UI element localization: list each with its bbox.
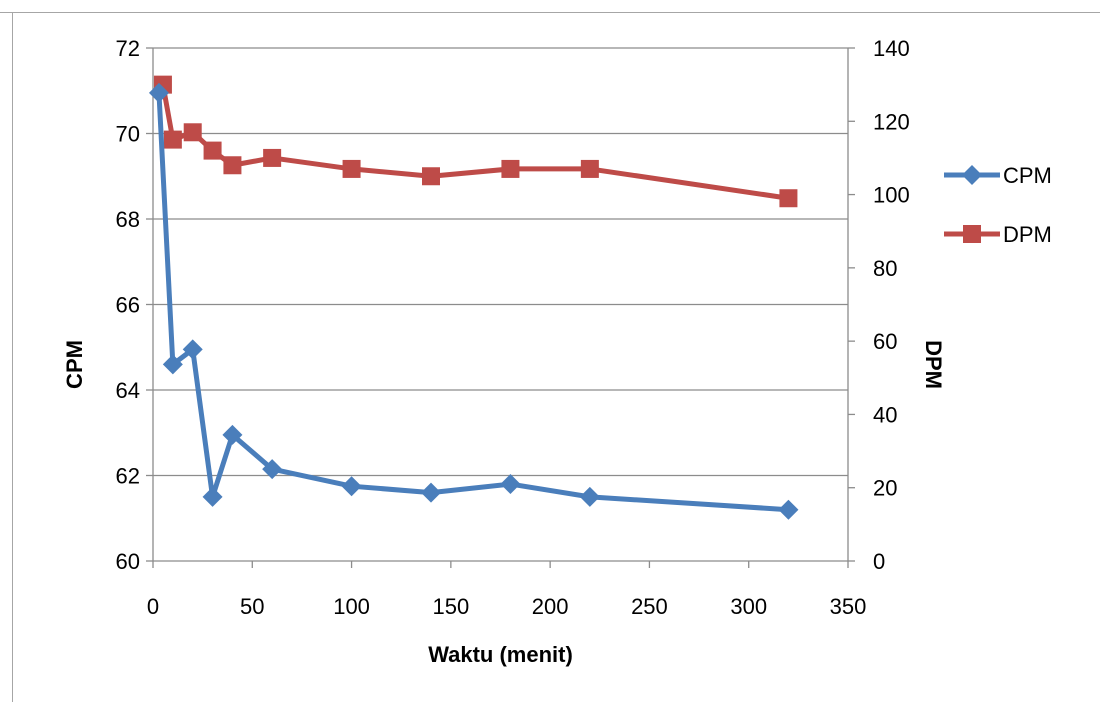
x-tick-label-0: 0 — [147, 594, 159, 619]
y-right-tick-label-60: 60 — [873, 329, 897, 354]
legend-label-cpm: CPM — [1003, 163, 1052, 188]
legend-marker-dpm — [963, 225, 981, 243]
point-cpm-9 — [579, 486, 600, 507]
series-line-dpm — [160, 82, 791, 201]
point-cpm-6 — [341, 476, 362, 497]
x-axis-title: Waktu (menit) — [428, 642, 573, 667]
y-right-tick-label-40: 40 — [873, 402, 897, 427]
point-dpm-4 — [223, 156, 242, 175]
y-axis-left-title: CPM — [62, 340, 87, 389]
y-right-tick-label-120: 120 — [873, 109, 910, 134]
x-tick-label-50: 50 — [240, 594, 264, 619]
x-tick-label-300: 300 — [730, 594, 767, 619]
point-dpm-8 — [501, 159, 520, 178]
point-cpm-10 — [778, 499, 799, 520]
point-dpm-9 — [580, 159, 599, 178]
point-cpm-3 — [202, 486, 223, 507]
frame-left-border — [12, 12, 13, 702]
legend-marker-cpm — [962, 165, 982, 185]
x-tick-label-200: 200 — [532, 594, 569, 619]
y-right-tick-label-20: 20 — [873, 476, 897, 501]
point-dpm-7 — [422, 167, 440, 186]
y-axis-right-title: DPM — [921, 340, 946, 389]
point-dpm-1 — [163, 130, 182, 149]
y-left-tick-label-64: 64 — [116, 378, 140, 403]
point-cpm-2 — [182, 339, 203, 360]
y-right-tick-label-0: 0 — [873, 549, 885, 574]
y-left-tick-label-62: 62 — [116, 464, 140, 489]
x-tick-label-100: 100 — [333, 594, 370, 619]
point-cpm-1 — [162, 354, 183, 375]
point-cpm-4 — [222, 424, 243, 445]
x-tick-label-350: 350 — [830, 594, 867, 619]
y-right-tick-label-140: 140 — [873, 36, 910, 61]
y-right-tick-label-100: 100 — [873, 183, 910, 208]
y-right-tick-label-80: 80 — [873, 256, 897, 281]
point-dpm-5 — [263, 148, 282, 167]
legend-label-dpm: DPM — [1003, 222, 1052, 247]
frame-top-border — [0, 12, 1100, 13]
y-left-tick-label-66: 66 — [116, 293, 140, 318]
y-left-tick-label-60: 60 — [116, 549, 140, 574]
x-tick-label-150: 150 — [432, 594, 469, 619]
y-left-tick-label-72: 72 — [116, 36, 140, 61]
point-dpm-3 — [203, 141, 222, 160]
y-left-tick-label-70: 70 — [116, 122, 140, 147]
point-dpm-10 — [779, 189, 798, 208]
series-line-cpm — [156, 90, 791, 513]
point-dpm-2 — [183, 123, 202, 142]
x-tick-label-250: 250 — [631, 594, 668, 619]
point-cpm-0 — [148, 82, 169, 103]
y-left-tick-label-68: 68 — [116, 207, 140, 232]
point-cpm-8 — [500, 474, 521, 495]
point-dpm-6 — [342, 159, 361, 178]
point-cpm-7 — [421, 482, 441, 503]
point-cpm-5 — [262, 459, 283, 480]
